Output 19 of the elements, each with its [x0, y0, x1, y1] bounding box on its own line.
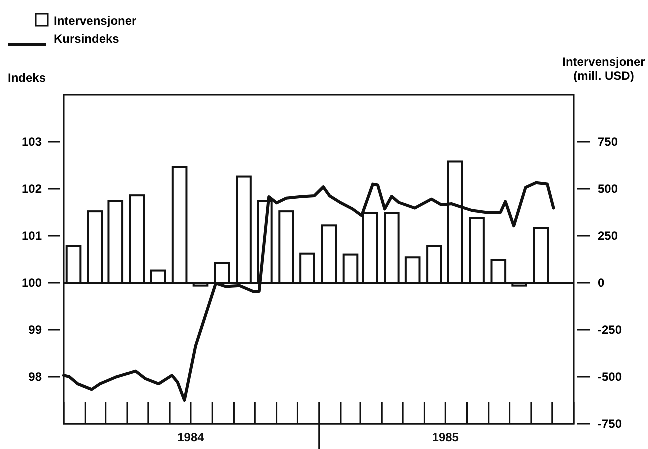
y2-tick-label: 750 — [598, 135, 618, 149]
y-tick-label: 102 — [22, 182, 42, 196]
y2-axis-title: Intervensjoner (mill. USD) — [562, 55, 646, 83]
y2-tick-label: -750 — [598, 417, 622, 431]
y2-tick-label: -250 — [598, 323, 622, 337]
y-tick-label: 98 — [28, 370, 42, 384]
x-tick-label: 1984 — [178, 430, 205, 445]
y-axis-title: Indeks — [8, 71, 46, 85]
y2-tick-label: 0 — [598, 276, 605, 290]
y2-tick-label: 500 — [598, 182, 618, 196]
legend-label: Intervensjoner — [54, 14, 138, 28]
y2-tick-label: 250 — [598, 229, 618, 243]
y-tick-label: 103 — [22, 135, 42, 149]
legend-label: Kursindeks — [54, 32, 120, 46]
y2-tick-label: -500 — [598, 370, 622, 384]
y-tick-label: 101 — [22, 229, 42, 243]
y-tick-label: 99 — [28, 323, 42, 337]
x-tick-label: 1985 — [432, 430, 460, 445]
y-tick-label: 100 — [22, 276, 42, 290]
